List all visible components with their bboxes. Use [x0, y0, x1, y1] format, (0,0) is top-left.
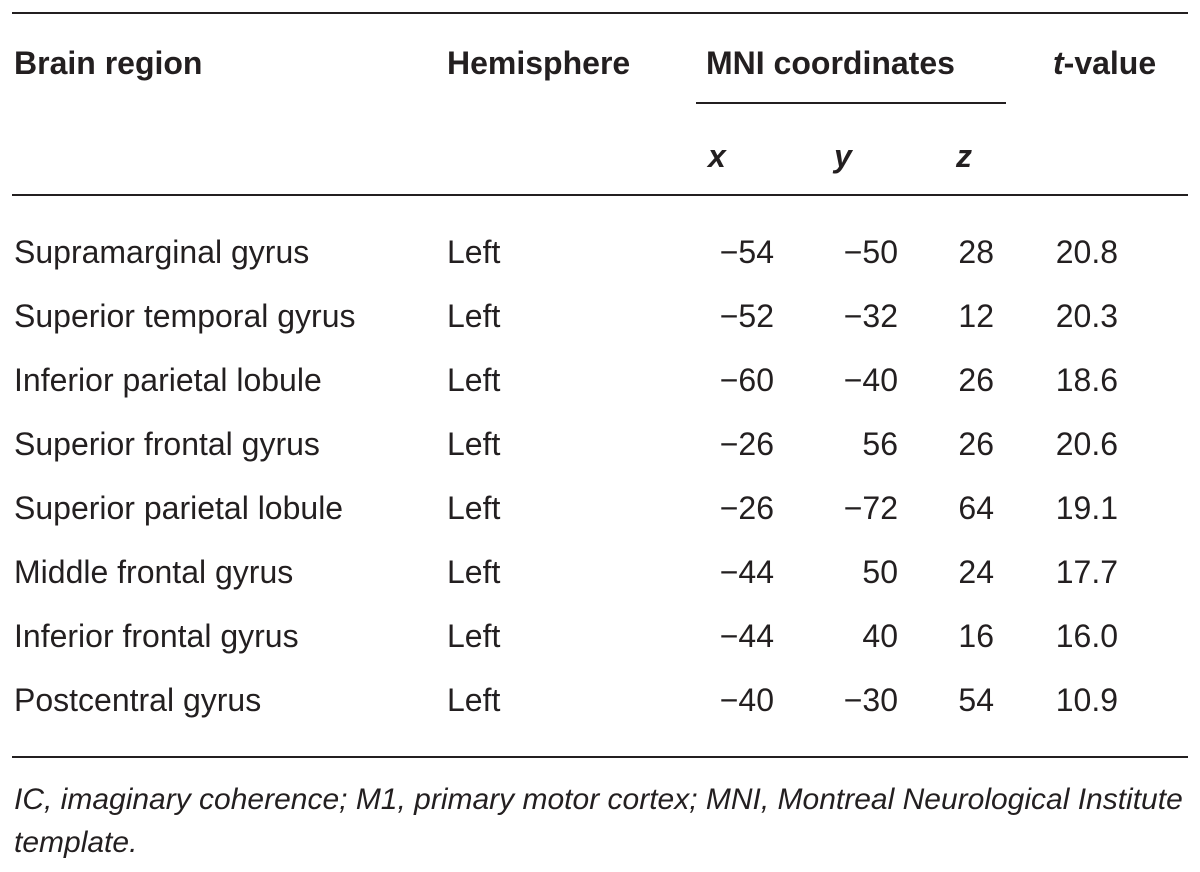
header-t-suffix: -value: [1063, 45, 1157, 81]
subheader-z: z: [956, 138, 972, 174]
header-t-italic: t: [1053, 45, 1064, 81]
cell-x: −26: [719, 426, 774, 462]
cell-y: 56: [862, 426, 898, 462]
cell-region: Superior frontal gyrus: [14, 426, 320, 462]
table-bottom-rule: [12, 756, 1188, 758]
cell-z: 24: [958, 554, 994, 590]
cell-x: −44: [719, 554, 774, 590]
header-mni-coordinates: MNI coordinates: [706, 45, 955, 81]
cell-region: Superior parietal lobule: [14, 490, 344, 526]
subheader-x: x: [708, 138, 726, 174]
cell-hemisphere: Left: [447, 682, 501, 718]
cell-t-value: 18.6: [1055, 362, 1118, 398]
cell-z: 26: [958, 426, 994, 462]
table-top-rule: [12, 12, 1188, 14]
cell-region: Inferior parietal lobule: [14, 362, 322, 398]
table-footnote: IC, imaginary coherence; M1, primary mot…: [14, 783, 1183, 859]
cell-t-value: 16.0: [1055, 618, 1118, 654]
mni-spanner-rule: [696, 102, 1006, 104]
cell-y: −30: [843, 682, 898, 718]
cell-x: −44: [719, 618, 774, 654]
cell-region: Superior temporal gyrus: [14, 298, 356, 334]
cell-hemisphere: Left: [447, 618, 501, 654]
cell-z: 64: [958, 490, 994, 526]
subheader-y: y: [834, 138, 852, 174]
cell-y: −50: [843, 234, 898, 270]
cell-t-value: 20.3: [1055, 298, 1118, 334]
cell-y: −40: [843, 362, 898, 398]
cell-y: −72: [843, 490, 898, 526]
cell-region: Inferior frontal gyrus: [14, 618, 299, 654]
cell-hemisphere: Left: [447, 362, 501, 398]
cell-x: −60: [719, 362, 774, 398]
table-header-rule: [12, 194, 1188, 196]
cell-t-value: 20.6: [1055, 426, 1118, 462]
header-t-value: t-value: [1053, 43, 1156, 83]
cell-region: Supramarginal gyrus: [14, 234, 310, 270]
cell-z: 16: [958, 618, 994, 654]
cell-z: 26: [958, 362, 994, 398]
cell-t-value: 20.8: [1055, 234, 1118, 270]
cell-hemisphere: Left: [447, 426, 501, 462]
cell-t-value: 19.1: [1055, 490, 1118, 526]
header-hemisphere: Hemisphere: [447, 45, 631, 81]
header-brain-region: Brain region: [14, 45, 203, 81]
cell-hemisphere: Left: [447, 554, 501, 590]
cell-hemisphere: Left: [447, 490, 501, 526]
cell-hemisphere: Left: [447, 234, 501, 270]
cell-region: Middle frontal gyrus: [14, 554, 294, 590]
cell-y: −32: [843, 298, 898, 334]
cell-hemisphere: Left: [447, 298, 501, 334]
cell-x: −52: [719, 298, 774, 334]
cell-region: Postcentral gyrus: [14, 682, 262, 718]
cell-t-value: 17.7: [1055, 554, 1118, 590]
cell-z: 28: [958, 234, 994, 270]
cell-x: −54: [719, 234, 774, 270]
cell-t-value: 10.9: [1055, 682, 1118, 718]
cell-z: 12: [958, 298, 994, 334]
cell-y: 40: [862, 618, 898, 654]
cell-z: 54: [958, 682, 994, 718]
cell-x: −26: [719, 490, 774, 526]
cell-x: −40: [719, 682, 774, 718]
cell-y: 50: [862, 554, 898, 590]
